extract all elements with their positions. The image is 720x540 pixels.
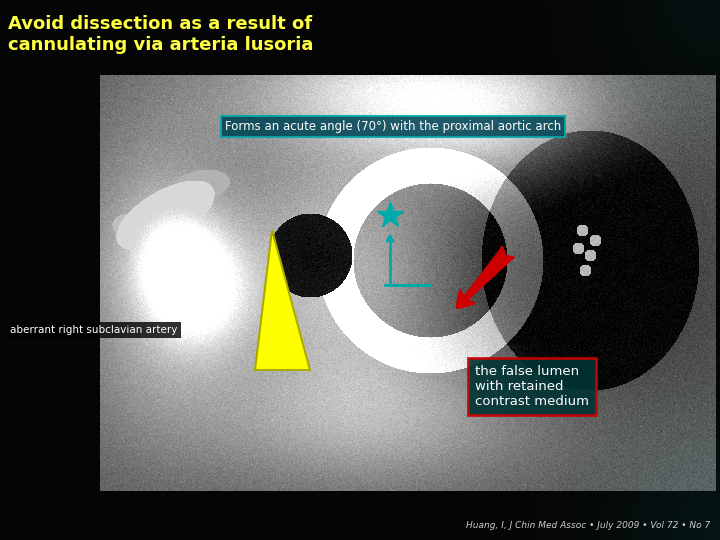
- Polygon shape: [255, 230, 310, 370]
- Text: Avoid dissection as a result of
cannulating via arteria lusoria: Avoid dissection as a result of cannulat…: [8, 15, 313, 54]
- Text: aberrant right subclavian artery: aberrant right subclavian artery: [10, 325, 177, 335]
- Text: the false lumen
with retained
contrast medium: the false lumen with retained contrast m…: [475, 365, 589, 408]
- Text: Huang, I, J Chin Med Assoc • July 2009 • Vol 72 • No 7: Huang, I, J Chin Med Assoc • July 2009 •…: [466, 521, 710, 530]
- Text: Forms an acute angle (70°) with the proximal aortic arch: Forms an acute angle (70°) with the prox…: [225, 120, 562, 133]
